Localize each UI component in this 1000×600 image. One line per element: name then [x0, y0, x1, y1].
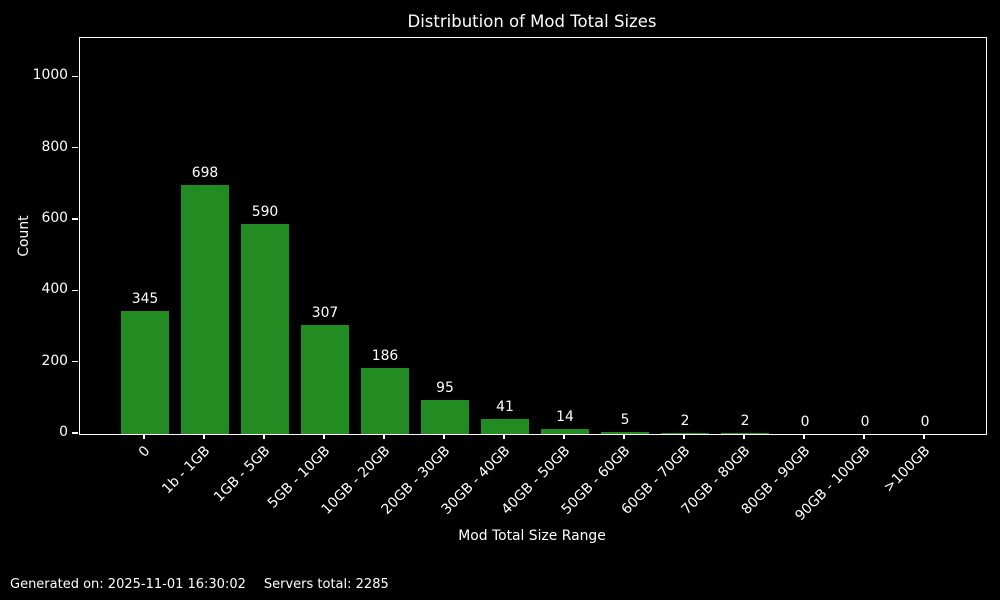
bar — [121, 310, 169, 434]
x-tick-mark — [743, 434, 745, 439]
y-tick-label: 200 — [41, 352, 68, 369]
x-tick-mark — [203, 434, 205, 439]
y-tick-mark — [72, 218, 78, 220]
bar-value-label: 2 — [680, 413, 690, 430]
y-tick-mark — [72, 146, 78, 149]
bar — [421, 400, 469, 434]
x-tick-mark — [143, 434, 145, 439]
chart-title: Distribution of Mod Total Sizes — [407, 12, 657, 31]
y-tick-mark — [72, 432, 78, 434]
x-tick-mark — [383, 434, 385, 439]
x-tick-mark — [503, 434, 505, 439]
y-tick-label: 600 — [41, 209, 68, 226]
y-tick-label: 400 — [41, 281, 68, 298]
bar-value-label: 5 — [620, 412, 630, 429]
bar — [361, 367, 409, 434]
bar-value-label: 0 — [800, 414, 810, 430]
bar-value-label: 41 — [496, 399, 514, 416]
x-tick-mark — [803, 434, 805, 439]
footer-status-text: Generated on: 2025-11-01 16:30:02 Servers… — [10, 577, 389, 592]
bar — [661, 433, 709, 434]
servers-total: Servers total: 2285 — [263, 577, 389, 592]
generated-timestamp: Generated on: 2025-11-01 16:30:02 — [10, 577, 246, 592]
x-tick-mark — [443, 434, 445, 439]
x-tick-mark — [623, 434, 625, 439]
y-tick-mark — [72, 289, 78, 291]
bar-value-label: 345 — [131, 290, 159, 307]
bar-value-label: 0 — [920, 414, 930, 430]
bar-value-label: 0 — [860, 414, 870, 430]
bar — [541, 429, 589, 434]
y-tick-mark — [72, 75, 78, 77]
x-tick-mark — [263, 434, 265, 439]
bar-value-label: 307 — [311, 304, 339, 321]
bar-value-label: 186 — [371, 347, 399, 364]
x-tick-mark — [683, 434, 685, 439]
y-tick-label: 0 — [59, 424, 68, 440]
x-tick-mark — [923, 434, 925, 439]
bar-value-label: 14 — [556, 409, 574, 425]
bar — [301, 324, 349, 434]
bar-value-label: 698 — [191, 165, 219, 181]
bar — [241, 223, 289, 434]
x-axis-title: Mod Total Size Range — [458, 528, 606, 544]
x-tick-mark — [863, 434, 865, 439]
bar-value-label: 590 — [251, 203, 279, 220]
plot-area: 345 698 590 307 186 95 41 14 5 2 2 0 0 0 — [79, 37, 987, 435]
bar — [181, 185, 229, 434]
x-tick-mark — [323, 434, 325, 439]
bar-value-label: 2 — [740, 413, 750, 430]
y-tick-mark — [72, 361, 78, 363]
bar-value-label: 95 — [436, 380, 454, 397]
bar — [601, 432, 649, 434]
bar — [481, 419, 529, 434]
y-axis-title: Count — [16, 215, 32, 257]
y-tick-label: 800 — [41, 138, 68, 155]
bar — [721, 433, 769, 434]
x-tick-mark — [563, 434, 565, 439]
y-tick-label: 1000 — [32, 67, 68, 84]
